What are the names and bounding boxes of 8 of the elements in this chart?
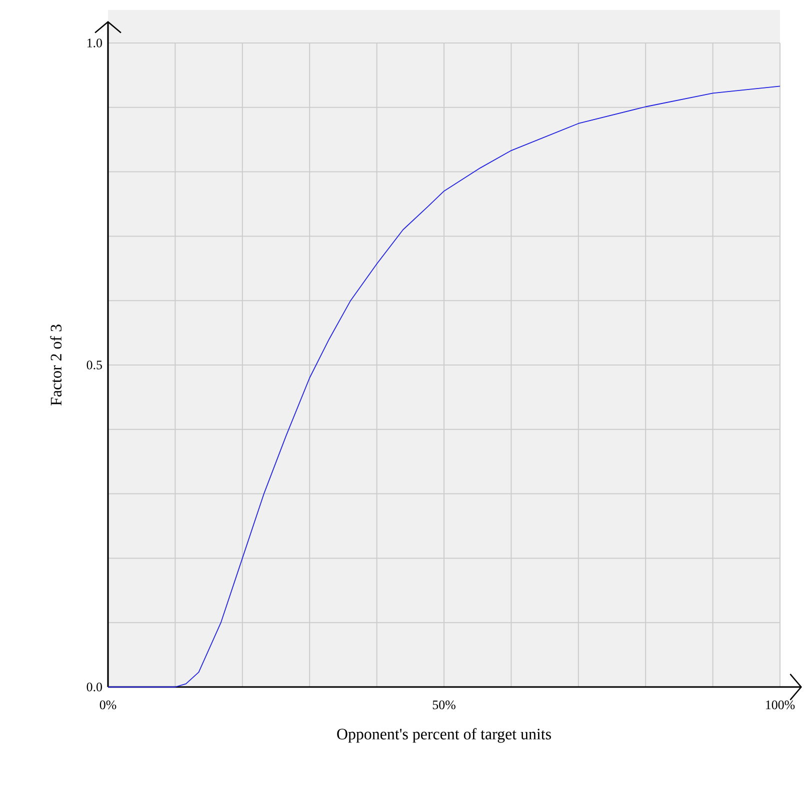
x-tick-label: 0% [100, 700, 116, 710]
y-tick-label: 1.0 [87, 38, 102, 48]
y-axis-title: Factor 2 of 3 [50, 324, 62, 406]
x-axis-title: Opponent's percent of target units [337, 728, 551, 743]
x-tick-label: 50% [432, 700, 456, 710]
y-tick-label: 0.5 [86, 360, 102, 370]
y-tick-label: 0.0 [86, 682, 102, 692]
x-tick-label: 100% [766, 700, 795, 710]
